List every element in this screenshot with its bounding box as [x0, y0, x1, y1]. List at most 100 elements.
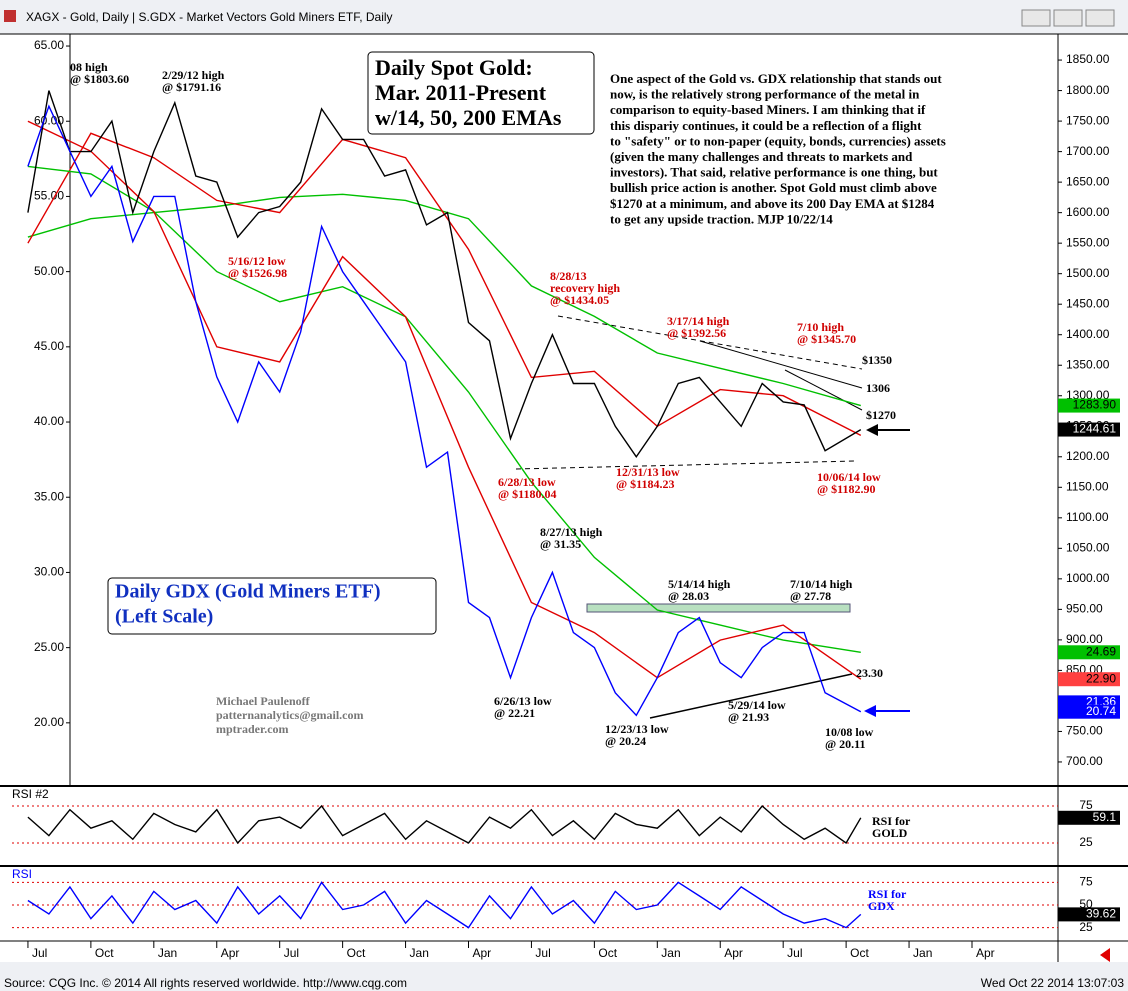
annotation: @ $1526.98: [228, 266, 287, 280]
y2-tick-label: 1200.00: [1066, 449, 1110, 463]
y2-tick-label: 1850.00: [1066, 52, 1110, 66]
series-line: [27, 90, 862, 459]
annotation: RSI for: [868, 887, 907, 901]
credit: mptrader.com: [216, 722, 289, 736]
chart-subtitle: (Left Scale): [115, 606, 213, 628]
annotation: @ $1803.60: [70, 72, 129, 86]
y-tick-label: 75: [1079, 875, 1093, 889]
last-value-box: [1058, 810, 1120, 825]
annotation: @ 27.78: [790, 589, 831, 603]
subtitle-box: [107, 577, 437, 635]
support-line: [515, 460, 857, 470]
commentary: comparison to equity-based Miners. I am …: [610, 102, 926, 117]
panel-label: RSI #2: [12, 787, 49, 801]
last-value-label: 20.74: [1086, 704, 1116, 718]
scroll-arrow[interactable]: [1100, 948, 1110, 962]
commentary: One aspect of the Gold vs. GDX relations…: [610, 71, 942, 86]
annotation: @ 31.35: [540, 537, 581, 551]
annotation: @ $1180.04: [498, 487, 557, 501]
commentary: investors). That said, relative performa…: [610, 165, 938, 180]
x-tick-label: Jan: [913, 946, 932, 960]
x-tick-label: Jul: [787, 946, 802, 960]
annotation: @ 20.11: [825, 737, 866, 751]
commentary: (given the many challenges and threats t…: [610, 149, 913, 164]
y-tick-label: 65.00: [34, 38, 64, 52]
annotation: @ 21.93: [728, 710, 769, 724]
window-title: XAGX - Gold, Daily | S.GDX - Market Vect…: [26, 10, 393, 24]
close-button[interactable]: [1085, 9, 1115, 27]
y-tick-label: 40.00: [34, 414, 64, 428]
annotation: 5/14/14 high: [668, 577, 731, 591]
annotation: 23.30: [856, 666, 883, 680]
status-bar: [0, 962, 1128, 991]
trend-line: [649, 673, 853, 719]
series-line: [27, 804, 862, 845]
arrow-head: [866, 424, 878, 436]
annotation: 5/29/14 low: [728, 698, 786, 712]
annotation: GDX: [868, 899, 895, 913]
series-line: [27, 120, 862, 680]
annotation: $1350: [862, 353, 892, 367]
y2-tick-label: 1400.00: [1066, 327, 1110, 341]
arrow-head: [864, 705, 876, 717]
y2-tick-label: 1300.00: [1066, 388, 1110, 402]
annotation: GOLD: [872, 826, 908, 840]
y-tick-label: 75: [1079, 798, 1093, 812]
y-tick-label: 30.00: [34, 565, 64, 579]
y2-tick-label: 1500.00: [1066, 266, 1110, 280]
last-value-label: 22.90: [1086, 671, 1116, 685]
x-tick-label: Jul: [535, 946, 550, 960]
resistance-zone: [586, 603, 851, 613]
annotation: 10/06/14 low: [817, 470, 881, 484]
y-tick-label: 25.00: [34, 640, 64, 654]
annotation: 7/10/14 high: [790, 577, 853, 591]
timestamp: Wed Oct 22 2014 13:07:03: [981, 976, 1125, 990]
trend-line: [784, 369, 863, 411]
annotation: @ $1345.70: [797, 332, 856, 346]
last-value-label: 1244.61: [1073, 422, 1117, 436]
annotation: 1306: [866, 381, 890, 395]
commentary: $1270 at a minimum, and above its 200 Da…: [610, 196, 935, 211]
last-value-label: 39.62: [1086, 907, 1116, 921]
series-line: [27, 104, 862, 717]
y2-tick-label: 950.00: [1066, 602, 1103, 616]
credit: patternanalytics@gmail.com: [216, 708, 363, 722]
annotation: @ $1392.56: [667, 326, 726, 340]
x-tick-label: Oct: [598, 946, 617, 960]
series-line: [27, 193, 861, 407]
trend-line: [699, 340, 863, 389]
x-tick-label: Apr: [976, 946, 995, 960]
minimize-button[interactable]: [1021, 9, 1051, 27]
y2-tick-label: 1150.00: [1066, 479, 1109, 493]
panel-label: RSI: [12, 867, 32, 881]
commentary: to "safety" or to non-paper (equity, bon…: [610, 133, 946, 148]
annotation: 8/28/13: [550, 269, 587, 283]
series-line: [27, 132, 862, 437]
y2-tick-label: 1800.00: [1066, 83, 1110, 97]
x-tick-label: Apr: [221, 946, 240, 960]
x-tick-label: Apr: [472, 946, 491, 960]
annotation: @ 20.24: [605, 734, 646, 748]
y2-tick-label: 1350.00: [1066, 357, 1110, 371]
y2-tick-label: 1450.00: [1066, 296, 1110, 310]
last-value-label: 59.1: [1093, 810, 1117, 824]
app-icon: [4, 10, 16, 22]
annotation: 12/23/13 low: [605, 722, 669, 736]
maximize-button[interactable]: [1053, 9, 1083, 27]
y-tick-label: 25: [1079, 920, 1093, 934]
y2-tick-label: 1700.00: [1066, 144, 1110, 158]
annotation: @ $1791.16: [162, 80, 221, 94]
annotation: recovery high: [550, 281, 620, 295]
commentary: now, is the relatively strong performanc…: [610, 87, 920, 102]
y2-tick-label: 1600.00: [1066, 205, 1110, 219]
y2-tick-label: 750.00: [1066, 724, 1103, 738]
last-value-box: [1058, 398, 1120, 413]
x-tick-label: Jul: [284, 946, 299, 960]
annotation: 8/27/13 high: [540, 525, 603, 539]
series-line: [27, 881, 862, 929]
commentary: this dispariy continues, it could be a r…: [610, 118, 922, 133]
annotation: @ $1184.23: [616, 477, 675, 491]
annotation: 3/17/14 high: [667, 314, 730, 328]
last-value-box: [1058, 704, 1120, 719]
